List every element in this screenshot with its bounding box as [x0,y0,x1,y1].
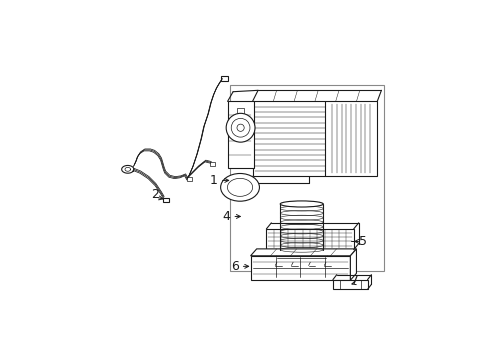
Bar [227,102,254,168]
Ellipse shape [280,201,323,207]
Text: 7: 7 [351,274,359,287]
Bar [237,108,244,114]
Text: 4: 4 [222,210,230,223]
Bar [221,76,228,81]
Bar [276,250,327,262]
Bar [163,198,170,202]
Text: 1: 1 [210,174,218,187]
Ellipse shape [227,178,253,196]
Bar [230,85,384,270]
Polygon shape [250,249,356,256]
Bar [250,256,350,280]
Text: 5: 5 [359,235,367,248]
Circle shape [237,124,244,131]
Bar [333,280,368,289]
Bar [252,102,377,176]
Bar [210,162,215,166]
Ellipse shape [220,174,259,201]
Bar [187,177,192,181]
Text: 3: 3 [229,116,237,129]
Circle shape [231,118,250,137]
Text: 2: 2 [151,188,159,201]
Circle shape [226,113,255,142]
Bar [267,229,354,250]
Text: 6: 6 [231,260,239,273]
Polygon shape [350,249,356,280]
